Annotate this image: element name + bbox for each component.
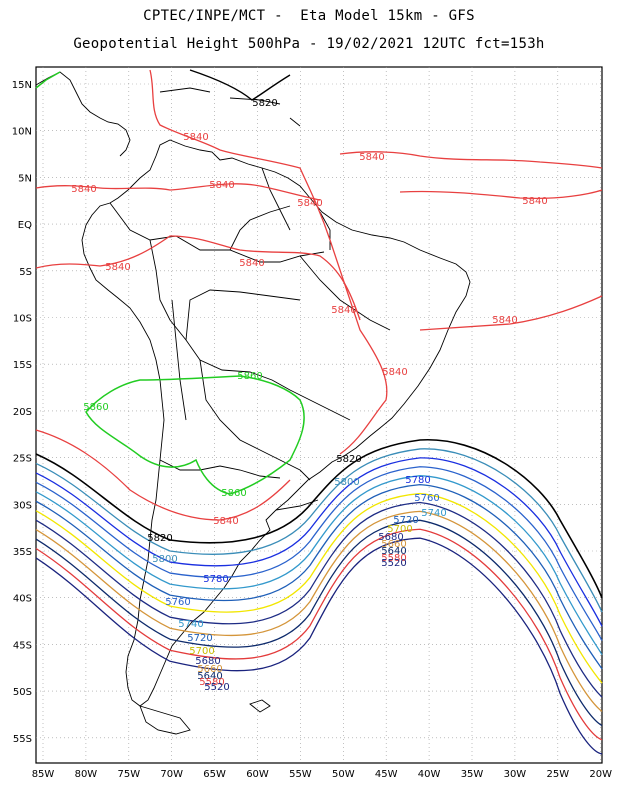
label-5700-a: 5700 xyxy=(387,524,412,535)
lon-tick-label: 85W xyxy=(32,769,55,780)
coastlines xyxy=(35,71,471,735)
label-5800-b: 5800 xyxy=(152,554,177,565)
label-5680-b: 5680 xyxy=(195,656,220,667)
contour-5520 xyxy=(35,537,603,755)
label-5840-1: 5840 xyxy=(183,132,208,143)
lon-tick-label: 25W xyxy=(546,769,569,780)
label-5840-9: 5840 xyxy=(331,305,356,316)
label-5860-2: 5860 xyxy=(83,402,108,413)
label-5840-2: 5840 xyxy=(359,152,384,163)
map-frame xyxy=(35,66,603,764)
contour-5820 xyxy=(35,439,603,599)
lon-tick-label: 75W xyxy=(117,769,140,780)
axis-tick-labels: 15N 10N 5N EQ 5S 10S 15S 20S 25S 30S 35S 40S 45S 50S 5… xyxy=(12,80,612,780)
lon-tick-label: 55W xyxy=(289,769,312,780)
lat-tick-label: 40S xyxy=(13,594,32,605)
label-5640-b: 5640 xyxy=(197,671,222,682)
trough-contours xyxy=(35,439,603,755)
label-5760-a: 5760 xyxy=(414,493,439,504)
label-5640-a: 5640 xyxy=(381,546,406,557)
contour-5860-north xyxy=(35,71,61,89)
label-5780-b: 5780 xyxy=(203,574,228,585)
label-5840-4: 5840 xyxy=(209,180,234,191)
label-5700-b: 5700 xyxy=(189,646,214,657)
label-5760-b: 5760 xyxy=(165,597,190,608)
lat-tick-label: 20S xyxy=(13,407,32,418)
contour-5660 xyxy=(35,510,603,712)
lat-tick-label: 5S xyxy=(19,267,32,278)
contour-labels: 5820 5840 5840 5840 5840 5840 5840 5840 … xyxy=(71,98,547,693)
label-5840-south: 5840 xyxy=(213,516,238,527)
lat-tick-label: 5N xyxy=(18,173,32,184)
label-5840-11: 5840 xyxy=(382,367,407,378)
chart-title-line2: Geopotential Height 500hPa - 19/02/2021 … xyxy=(73,36,545,52)
label-5820-b: 5820 xyxy=(147,533,172,544)
lat-tick-label: 10S xyxy=(13,314,32,325)
lat-tick-label: 15S xyxy=(13,360,32,371)
contour-5860 xyxy=(85,375,305,495)
contour-5640 xyxy=(35,519,603,727)
label-5840-8: 5840 xyxy=(239,258,264,269)
chart-title-line1: CPTEC/INPE/MCT - Eta Model 15km - GFS xyxy=(143,8,475,24)
label-5860-1: 5860 xyxy=(237,371,262,382)
label-5580-a: 5580 xyxy=(381,553,406,564)
lon-tick-label: 65W xyxy=(203,769,226,780)
contour-5820-north xyxy=(189,69,291,101)
contour-5700 xyxy=(35,492,603,684)
label-5840-5: 5840 xyxy=(297,198,322,209)
lon-tick-label: 20W xyxy=(589,769,612,780)
contour-5760 xyxy=(35,466,603,641)
label-5820-a: 5820 xyxy=(336,454,361,465)
label-5740-b: 5740 xyxy=(178,619,203,630)
label-5840-7: 5840 xyxy=(105,262,130,273)
lon-tick-label: 60W xyxy=(246,769,269,780)
lon-tick-label: 80W xyxy=(75,769,98,780)
lat-tick-label: 25S xyxy=(13,454,32,465)
lon-tick-label: 45W xyxy=(375,769,398,780)
lon-tick-label: 50W xyxy=(332,769,355,780)
lat-tick-label: 45S xyxy=(13,640,32,651)
lat-tick-label: 35S xyxy=(13,547,32,558)
contours-5840 xyxy=(35,69,603,521)
label-5520-b: 5520 xyxy=(204,682,229,693)
label-5680-a: 5680 xyxy=(378,532,403,543)
label-5660-a: 5660 xyxy=(381,539,406,550)
contour-5740 xyxy=(35,475,603,656)
label-5520-a: 5520 xyxy=(381,558,406,569)
label-5840-10: 5840 xyxy=(492,315,517,326)
contour-5580 xyxy=(35,528,603,741)
lon-tick-label: 70W xyxy=(160,769,183,780)
label-5580-b: 5580 xyxy=(199,677,224,688)
lat-tick-label: 10N xyxy=(12,127,32,138)
lat-tick-label: 50S xyxy=(13,687,32,698)
label-5720-b: 5720 xyxy=(187,633,212,644)
contour-5720 xyxy=(35,483,603,670)
label-5840-6: 5840 xyxy=(522,196,547,207)
contour-5800 xyxy=(35,448,603,613)
lat-tick-label: 55S xyxy=(13,734,32,745)
contour-5780 xyxy=(35,457,603,627)
lat-tick-label: EQ xyxy=(18,220,32,231)
lon-tick-label: 40W xyxy=(418,769,441,780)
label-5800-a: 5800 xyxy=(334,477,359,488)
label-5840-3: 5840 xyxy=(71,184,96,195)
lat-tick-label: 30S xyxy=(13,500,32,511)
label-5660-b: 5660 xyxy=(197,664,222,675)
contour-5680 xyxy=(35,501,603,698)
label-5780-a: 5780 xyxy=(405,475,430,486)
lon-tick-label: 35W xyxy=(461,769,484,780)
label-5740-a: 5740 xyxy=(421,508,446,519)
label-5720-a: 5720 xyxy=(393,515,418,526)
lat-tick-label: 15N xyxy=(12,80,32,91)
label-5820-north: 5820 xyxy=(252,98,277,109)
lon-tick-label: 30W xyxy=(504,769,527,780)
label-5860-3: 5860 xyxy=(221,488,246,499)
